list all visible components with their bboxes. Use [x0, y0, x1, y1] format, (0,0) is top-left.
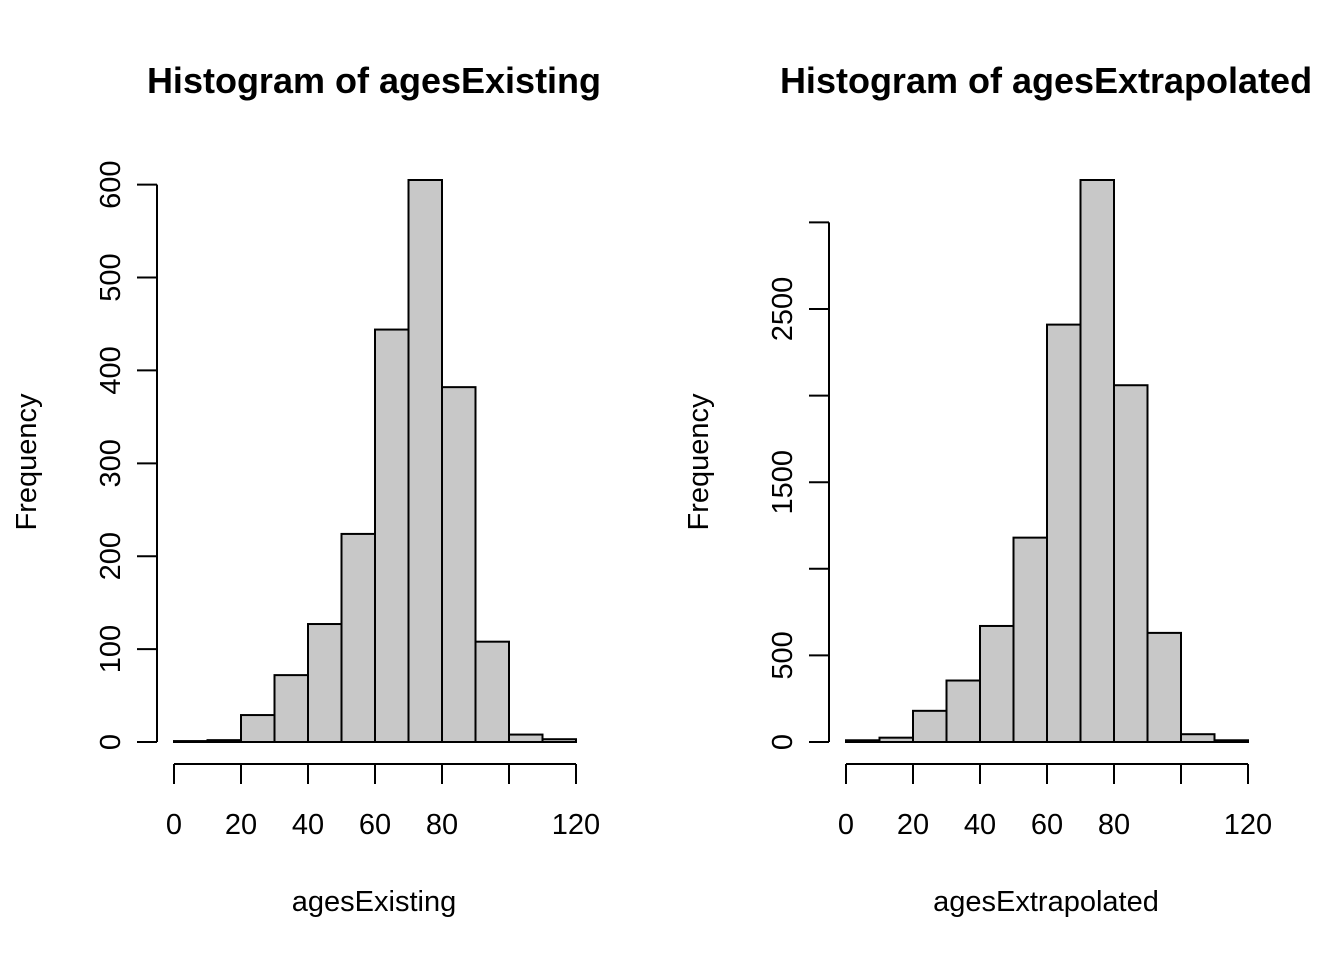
histogram-bar [206, 739, 242, 744]
histogram-bar [307, 623, 343, 743]
y-tick-label: 0 [95, 734, 127, 750]
x-tick-label: 20 [225, 809, 257, 841]
histogram-bar [1079, 179, 1115, 743]
histogram-bar [374, 328, 410, 743]
y-tick-label: 200 [95, 532, 127, 580]
x-tick-label: 40 [964, 809, 996, 841]
x-tick-label: 80 [1098, 809, 1130, 841]
x-axis-label: agesExtrapolated [933, 886, 1159, 918]
histogram-bar [474, 640, 510, 743]
histogram-bar [878, 736, 914, 744]
x-tick-label: 60 [359, 809, 391, 841]
y-axis: 0 500 1500 2500 [767, 221, 830, 750]
histogram-bar [240, 714, 276, 743]
y-axis: 0 100 200 300 400 500 600 [95, 160, 158, 750]
y-tick-label: 0 [767, 734, 799, 750]
histogram-bar [1213, 739, 1249, 744]
chart-title: Histogram of agesExtrapolated [780, 60, 1312, 101]
x-tick-label: 40 [292, 809, 324, 841]
histogram-bar [340, 532, 376, 743]
y-axis-label: Frequency [683, 393, 715, 531]
panel-ages-existing: Histogram of agesExisting agesExisting F… [11, 60, 601, 918]
histogram-bar [173, 740, 209, 743]
y-tick-label: 2500 [767, 277, 799, 342]
y-tick-label: 1500 [767, 450, 799, 515]
histogram-bar [441, 386, 477, 743]
histogram-bar [273, 674, 309, 744]
y-tick-label: 500 [95, 253, 127, 301]
histogram-bar [1113, 384, 1149, 743]
y-axis-label: Frequency [11, 393, 43, 531]
histogram-bar [1180, 733, 1216, 744]
y-tick-label: 600 [95, 160, 127, 208]
histogram-bar [541, 738, 577, 743]
x-tick-label: 120 [1224, 809, 1272, 841]
x-tick-label: 0 [838, 809, 854, 841]
histogram-bar [1146, 631, 1182, 744]
bars-group [845, 179, 1249, 744]
chart-title: Histogram of agesExisting [147, 60, 601, 101]
x-tick-label: 80 [426, 809, 458, 841]
histogram-bar [912, 709, 948, 743]
x-axis: 0 20 40 60 80 120 [838, 763, 1272, 841]
histogram-bar [945, 679, 981, 743]
bars-group [173, 179, 577, 744]
histogram-bar [845, 739, 881, 744]
x-tick-label: 120 [552, 809, 600, 841]
y-tick-label: 500 [767, 631, 799, 679]
histogram-bar [1046, 323, 1082, 743]
histogram-bar [1012, 536, 1048, 743]
histogram-bar [508, 733, 544, 744]
histogram-bar [979, 624, 1015, 743]
x-tick-label: 20 [897, 809, 929, 841]
x-tick-label: 0 [166, 809, 182, 841]
y-tick-label: 400 [95, 346, 127, 394]
x-axis: 0 20 40 60 80 120 [166, 763, 600, 841]
panel-ages-extrapolated: Histogram of agesExtrapolated agesExtrap… [683, 60, 1312, 918]
histogram-bar [407, 179, 443, 743]
x-axis-label: agesExisting [292, 886, 456, 918]
y-tick-label: 300 [95, 439, 127, 487]
x-tick-label: 60 [1031, 809, 1063, 841]
y-tick-label: 100 [95, 625, 127, 673]
